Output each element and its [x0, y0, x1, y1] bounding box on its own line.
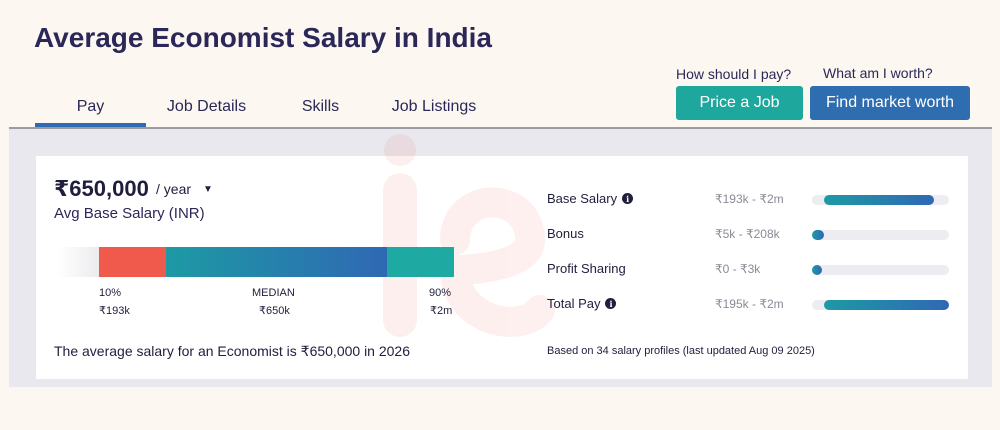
comp-range-base-salary: ₹193k - ₹2m: [715, 192, 784, 206]
comp-bar-profit-sharing: [812, 265, 949, 275]
range-fade-segment: [58, 247, 99, 277]
comp-label-text: Base Salary: [547, 191, 618, 206]
tab-bar: Pay Job Details Skills Job Listings: [35, 86, 494, 127]
price-question-label: How should I pay?: [676, 66, 792, 82]
pay-period-select[interactable]: / year ▼: [156, 181, 213, 197]
comp-bar-fill: [812, 230, 825, 240]
percentile-90-value: ₹2m: [430, 305, 453, 317]
comp-label-profit-sharing: Profit Sharing: [547, 261, 626, 276]
average-salary-amount: ₹650,000: [54, 176, 149, 201]
comp-bar-base-salary: [812, 195, 949, 205]
range-high-segment: [387, 247, 454, 277]
pay-period-value: / year: [156, 181, 192, 197]
comp-bar-fill: [824, 300, 949, 310]
find-market-worth-button[interactable]: Find market worth: [810, 86, 970, 120]
comp-range-profit-sharing: ₹0 - ₹3k: [715, 262, 761, 276]
comp-bar-fill: [824, 195, 934, 205]
salary-range-bar: [58, 247, 454, 277]
comp-label-total-pay: Total Pay i: [547, 296, 617, 311]
percentile-90-label: 90%: [429, 287, 452, 299]
tab-job-details[interactable]: Job Details: [166, 97, 247, 115]
info-icon[interactable]: i: [605, 298, 617, 309]
range-median-segment: [166, 247, 387, 277]
percentile-10-label: 10%: [99, 287, 122, 299]
worth-question-label: What am I worth?: [823, 65, 933, 81]
comp-label-text: Profit Sharing: [547, 261, 626, 276]
comp-range-bonus: ₹5k - ₹208k: [715, 227, 780, 241]
salary-summary-text: The average salary for an Economist is ₹…: [54, 343, 411, 359]
comp-label-bonus: Bonus: [547, 226, 584, 241]
percentile-median-value: ₹650k: [259, 305, 290, 317]
range-low-segment: [99, 247, 166, 277]
comp-label-text: Total Pay: [547, 296, 601, 311]
info-icon[interactable]: i: [622, 193, 634, 204]
comp-label-text: Bonus: [547, 226, 584, 241]
percentile-median-label: MEDIAN: [252, 287, 295, 299]
page-title: Average Economist Salary in India: [34, 22, 493, 53]
chevron-down-icon: ▼: [203, 183, 213, 195]
percentile-10-value: ₹193k: [99, 305, 130, 317]
salary-footnote: Based on 34 salary profiles (last update…: [547, 345, 815, 357]
comp-range-total-pay: ₹195k - ₹2m: [715, 297, 784, 311]
tab-pay[interactable]: Pay: [35, 86, 146, 127]
price-a-job-button[interactable]: Price a Job: [676, 86, 803, 120]
comp-bar-total-pay: [812, 300, 949, 310]
tab-job-listings[interactable]: Job Listings: [391, 97, 477, 115]
comp-bar-fill: [812, 265, 822, 275]
comp-label-base-salary: Base Salary i: [547, 191, 634, 206]
salary-subtitle: Avg Base Salary (INR): [54, 205, 205, 222]
comp-bar-bonus: [812, 230, 949, 240]
header-divider: [9, 127, 992, 129]
tab-skills[interactable]: Skills: [301, 97, 340, 115]
